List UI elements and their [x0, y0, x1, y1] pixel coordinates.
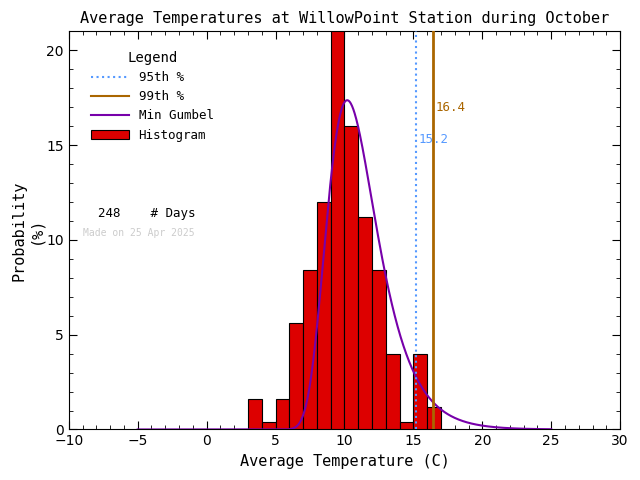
Title: Average Temperatures at WillowPoint Station during October: Average Temperatures at WillowPoint Stat… — [80, 11, 609, 26]
Y-axis label: Probability
(%): Probability (%) — [11, 180, 44, 281]
X-axis label: Average Temperature (C): Average Temperature (C) — [239, 454, 449, 469]
Text: 16.4: 16.4 — [435, 101, 465, 114]
Legend: 95th %, 99th %, Min Gumbel, Histogram: 95th %, 99th %, Min Gumbel, Histogram — [86, 46, 218, 147]
Bar — [372, 270, 386, 430]
Bar — [317, 202, 331, 430]
Bar — [289, 324, 303, 430]
Text: 15.2: 15.2 — [419, 133, 449, 146]
Bar — [331, 32, 344, 430]
Bar — [358, 217, 372, 430]
Bar — [344, 126, 358, 430]
Bar — [427, 407, 441, 430]
Bar — [303, 270, 317, 430]
Text: Made on 25 Apr 2025: Made on 25 Apr 2025 — [83, 228, 194, 239]
Bar — [262, 422, 276, 430]
Bar — [399, 422, 413, 430]
Bar — [276, 399, 289, 430]
Text: 248    # Days: 248 # Days — [83, 206, 195, 219]
Bar — [413, 354, 427, 430]
Bar — [248, 399, 262, 430]
Bar — [386, 354, 399, 430]
